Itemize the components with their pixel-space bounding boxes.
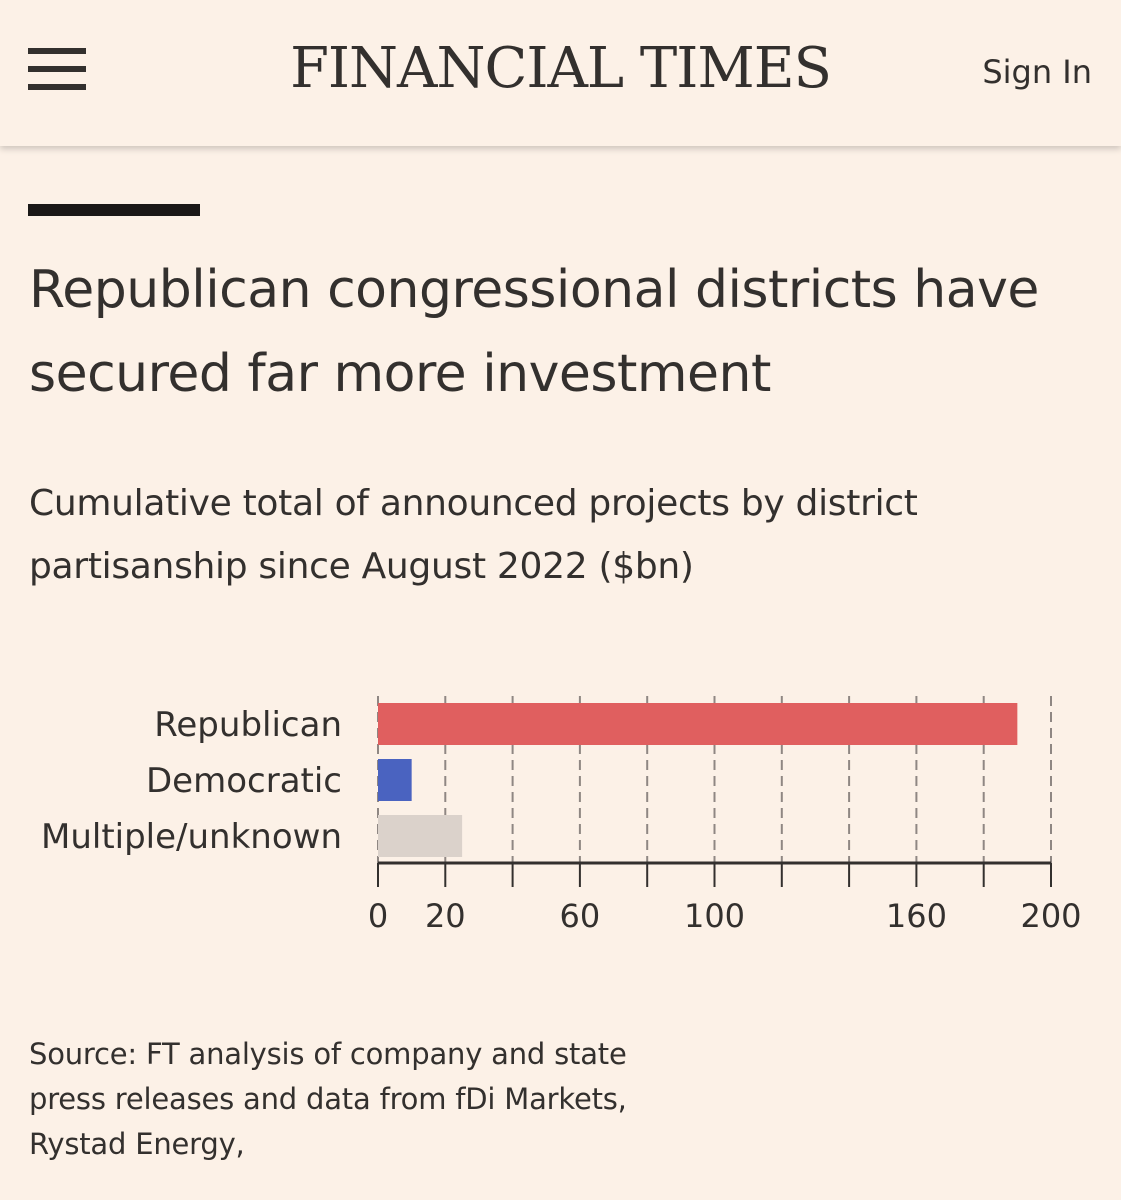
x-tick-label: 20	[425, 897, 466, 935]
x-tick-label: 0	[368, 897, 388, 935]
category-label: Republican	[154, 705, 342, 745]
bar-multiple-unknown	[378, 815, 463, 857]
bar-democratic	[378, 759, 412, 801]
menu-icon[interactable]	[28, 48, 86, 90]
bar-chart: Republican Democratic Multiple/unknown 0 20 6…	[0, 660, 1121, 960]
x-tick-label: 200	[1020, 897, 1081, 935]
chart-title: Republican congressional districts have …	[29, 260, 1039, 404]
source-note: Source: FT analysis of company and state…	[29, 1037, 627, 1161]
category-label: Multiple/unknown	[41, 817, 342, 857]
topper-bar	[28, 204, 200, 216]
site-header: FINANCIAL TIMES Sign In	[0, 0, 1121, 146]
ft-logo[interactable]: FINANCIAL TIMES	[290, 36, 832, 101]
sign-in-link[interactable]: Sign In	[982, 53, 1092, 91]
x-tick-label: 160	[886, 897, 947, 935]
category-label: Democratic	[146, 761, 342, 801]
x-tick-label: 60	[560, 897, 601, 935]
bar-republican	[378, 703, 1018, 745]
chart-subtitle: Cumulative total of announced projects b…	[29, 483, 918, 587]
chart-svg: Republican Democratic Multiple/unknown 0 20 6…	[41, 696, 1082, 935]
x-tick-label: 100	[684, 897, 745, 935]
